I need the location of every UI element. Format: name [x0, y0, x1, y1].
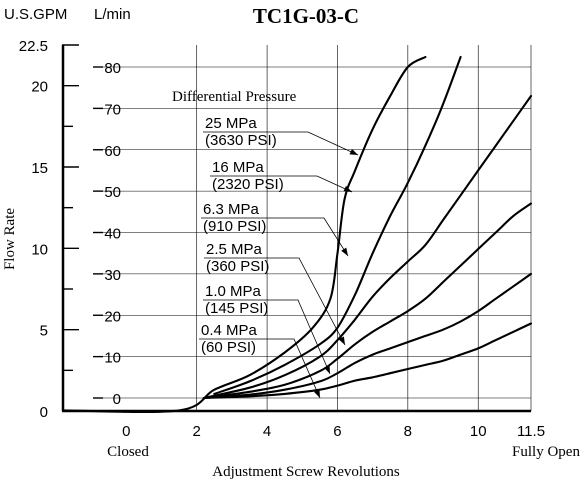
lmin-tick-label: 80 [104, 60, 121, 77]
x-tick-label: 8 [404, 423, 412, 440]
legend-label-psi: (60 PSI) [201, 339, 256, 356]
legend-label-mpa: 1.0 MPa [205, 283, 262, 300]
x-tick-label: 11.5 [517, 423, 545, 440]
legend-arrowhead [349, 148, 358, 155]
series-line-5 [202, 322, 533, 400]
legend-leader-line [203, 299, 331, 375]
lmin-tick-label: 70 [104, 101, 121, 118]
series-line-4 [202, 272, 533, 400]
unit-gpm-label: U.S.GPM [4, 6, 67, 23]
legend-label-psi: (3630 PSI) [205, 132, 277, 149]
chart-title: TC1G-03-C [253, 4, 359, 28]
series-line-3 [202, 202, 533, 400]
x-label-fully-open: Fully Open [512, 444, 580, 460]
lmin-tick-label: 0 [113, 391, 121, 408]
axis-tick-labels: 0 5 10 15 20 22.5 0 10 20 30 40 50 60 70 80 0 2 4 6 8 10 11.5 [19, 38, 545, 440]
series-line-2 [202, 94, 533, 400]
series-lines [61, 55, 533, 413]
gpm-tick-label: 5 [40, 323, 48, 340]
legend-label-mpa: 0.4 MPa [201, 322, 258, 339]
lmin-tick-label: 20 [104, 308, 121, 325]
lmin-tick-label: 50 [104, 184, 121, 201]
legend-arrowhead [314, 389, 320, 398]
gpm-tick-label: 15 [31, 160, 48, 177]
gpm-tick-label: 0 [40, 404, 48, 421]
gpm-tick-label: 22.5 [19, 38, 48, 55]
legend-leader-line [203, 131, 359, 156]
legend-leader-line [210, 175, 353, 193]
x-axis-label: Adjustment Screw Revolutions [212, 464, 400, 480]
legend-label-psi: (145 PSI) [205, 300, 268, 317]
x-tick-label: 2 [193, 423, 201, 440]
lmin-tick-label: 10 [104, 350, 121, 367]
legend-arrowhead [343, 185, 352, 192]
gpm-tick-label: 10 [31, 241, 48, 258]
x-tick-label: 10 [470, 423, 487, 440]
legend-leader-line [204, 257, 346, 346]
legend-heading: Differential Pressure [172, 89, 297, 105]
axis-ticks [62, 44, 103, 412]
legend-label-mpa: 16 MPa [212, 159, 264, 176]
legend-label-mpa: 25 MPa [205, 115, 257, 132]
series-line-0 [61, 55, 427, 413]
legend-label-psi: (2320 PSI) [212, 176, 284, 193]
legend-arrowhead [338, 336, 345, 345]
lmin-tick-label: 40 [104, 226, 121, 243]
x-label-closed: Closed [107, 444, 149, 460]
legend-leader-line [199, 338, 321, 399]
legend-label-psi: (910 PSI) [203, 218, 266, 235]
unit-lmin-label: L/min [94, 6, 131, 23]
legend-arrowhead [341, 247, 348, 256]
series-legend: 25 MPa(3630 PSI)16 MPa(2320 PSI)6.3 MPa(… [199, 115, 359, 399]
x-tick-label: 4 [263, 423, 271, 440]
legend-label-mpa: 2.5 MPa [206, 241, 263, 258]
legend-label-psi: (360 PSI) [206, 258, 269, 275]
x-tick-label: 6 [333, 423, 341, 440]
axes [61, 45, 531, 413]
x-tick-label: 0 [122, 423, 130, 440]
series-line-1 [213, 55, 462, 395]
grid [100, 45, 532, 411]
legend-arrowhead [324, 365, 330, 374]
gpm-tick-label: 20 [31, 79, 48, 96]
lmin-tick-label: 60 [104, 143, 121, 160]
legend-leader-line [201, 217, 349, 257]
legend-label-mpa: 6.3 MPa [203, 201, 260, 218]
y-axis-label: Flow Rate [2, 208, 18, 270]
lmin-tick-label: 30 [104, 267, 121, 284]
